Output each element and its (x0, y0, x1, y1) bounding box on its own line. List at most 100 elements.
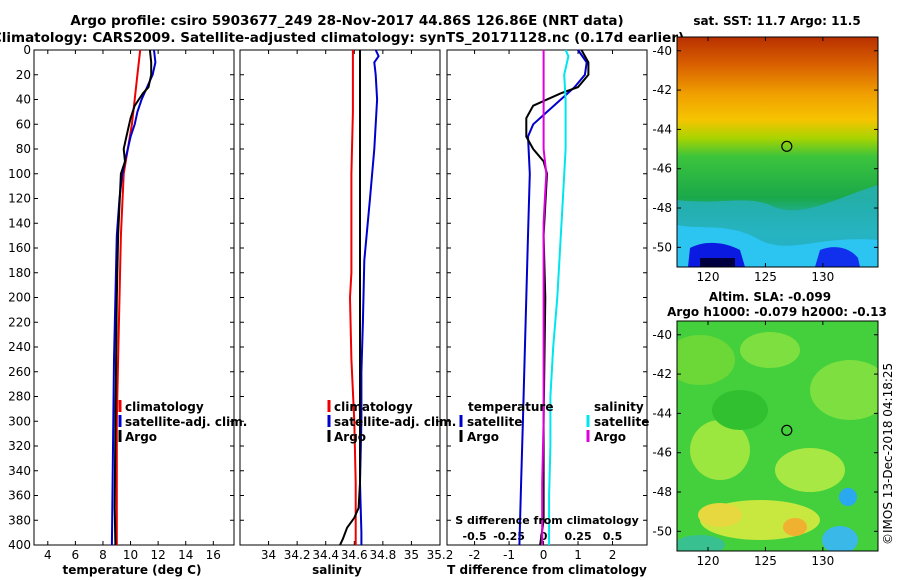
depth-tick-label: 0 (23, 43, 31, 57)
depth-tick-label: 100 (8, 167, 31, 181)
series-satellite-adj-clim- (110, 49, 157, 546)
difference-legend: temperature satellite Argo salinity sate… (459, 400, 649, 444)
argo-location-marker (781, 140, 793, 152)
x-tick-label: 6 (72, 548, 80, 562)
difference-chart: -2 -1 0 1 2 -0.5 -0.25 0 0.25 0.5 (463, 49, 623, 562)
depth-tick-label: 220 (8, 315, 31, 329)
depth-tick-label: 80 (16, 142, 31, 156)
legend-label-satellite: satellite-adj. clim. (125, 415, 247, 429)
x-tick-label: 34.4 (312, 548, 339, 562)
x-tick-label: 35.2 (427, 548, 454, 562)
legend-label-satellite: satellite-adj. clim. (334, 415, 456, 429)
x-tick-label: 10 (123, 548, 138, 562)
lon-tick-label: 130 (811, 270, 834, 284)
depth-tick-label: 280 (8, 390, 31, 404)
salinity-chart: 34 34.2 34.4 34.6 34.8 35 35.2 (261, 49, 454, 562)
s-diff-tick-label: 0.5 (603, 530, 623, 543)
legend-label-sal-satellite: satellite (594, 415, 649, 429)
s-diff-tick-label: -0.5 (463, 530, 487, 543)
title-line-1: Argo profile: csiro 5903677_249 28-Nov-2… (70, 13, 623, 29)
lon-tick-label: 125 (754, 554, 777, 568)
salinity-axis-label: salinity (312, 563, 362, 577)
s-diff-tick-label: 0.25 (564, 530, 591, 543)
series-temperature-satellite (518, 49, 588, 546)
series-argo (113, 49, 153, 546)
series-salinity-satellite (548, 49, 570, 545)
x-tick-label: -2 (469, 548, 481, 562)
x-tick-label: 2 (609, 548, 617, 562)
legend-label-argo: Argo (334, 430, 366, 444)
lat-tick-label: -50 (652, 240, 672, 254)
legend-label-sal-argo: Argo (594, 430, 626, 444)
depth-tick-label: 60 (16, 117, 31, 131)
depth-tick-label: 240 (8, 340, 31, 354)
sst-map-axes: -40 -42 -44 -46 -48 -50 120 125 130 (652, 37, 878, 284)
t-difference-axis-label: T difference from climatology (447, 563, 647, 577)
lat-tick-label: -44 (652, 406, 672, 420)
x-tick-label: 1 (574, 548, 582, 562)
legend-label-climatology: climatology (334, 400, 413, 414)
lat-tick-label: -48 (652, 201, 672, 215)
depth-tick-label: 20 (16, 68, 31, 82)
legend-title-salinity: salinity (594, 400, 644, 414)
depth-tick-label: 40 (16, 93, 31, 107)
sst-map-frame (676, 36, 879, 268)
x-tick-label: 0 (540, 548, 548, 562)
lon-tick-label: 125 (754, 270, 777, 284)
s-diff-tick-label: 0 (540, 530, 548, 543)
depth-tick-label: 160 (8, 241, 31, 255)
depth-tick-label: 260 (8, 365, 31, 379)
depth-tick-label: 140 (8, 216, 31, 230)
legend-label-temp-satellite: satellite (467, 415, 522, 429)
series-salinity-argo (541, 50, 548, 545)
x-tick-label: 34.2 (284, 548, 311, 562)
sst-map-title: sat. SST: 11.7 Argo: 11.5 (693, 14, 860, 28)
depth-tick-label: 320 (8, 439, 31, 453)
series-climatology (348, 50, 357, 545)
lat-tick-label: -42 (652, 367, 672, 381)
sst-map-image (677, 37, 878, 267)
x-tick-label: 35 (404, 548, 419, 562)
x-tick-label: 14 (178, 548, 193, 562)
legend-label-climatology: climatology (125, 400, 204, 414)
lat-tick-label: -40 (652, 44, 672, 58)
depth-axis: 0 20 40 60 80 100 120 140 160 180 200 220 240 260 280 3… (8, 43, 647, 552)
lat-tick-label: -46 (652, 162, 672, 176)
lon-tick-label: 120 (697, 554, 720, 568)
legend-label-argo: Argo (125, 430, 157, 444)
temperature-chart: 4 6 8 10 12 14 16 (44, 49, 221, 562)
imos-timestamp: ©IMOS 13-Dec-2018 04:18:25 (881, 363, 895, 545)
salinity-plot-frame (239, 49, 441, 546)
s-difference-axis-label: S difference from climatology (455, 514, 639, 527)
temperature-legend: climatology satellite-adj. clim. Argo (118, 400, 247, 444)
series-climatology (115, 49, 142, 545)
x-tick-label: 4 (44, 548, 52, 562)
title-line-2: Climatology: CARS2009. Satellite-adjuste… (0, 30, 684, 46)
argo-location-marker (781, 424, 793, 436)
lat-tick-label: -46 (652, 446, 672, 460)
series-satellite-adj-clim- (358, 49, 380, 545)
legend-title-temperature: temperature (468, 400, 553, 414)
series-argo (339, 50, 361, 546)
lat-tick-label: -40 (652, 328, 672, 342)
depth-tick-label: 300 (8, 414, 31, 428)
lat-tick-label: -48 (652, 485, 672, 499)
x-tick-label: 16 (206, 548, 221, 562)
sla-map-frame (676, 320, 879, 552)
x-tick-label: 8 (99, 548, 107, 562)
depth-tick-label: 360 (8, 489, 31, 503)
sla-map-image (677, 321, 878, 551)
difference-plot-frame (446, 49, 648, 546)
salinity-legend: climatology satellite-adj. clim. Argo (327, 400, 456, 444)
temperature-axis-label: temperature (deg C) (63, 563, 202, 577)
x-tick-label: 34.6 (341, 548, 368, 562)
lon-tick-label: 120 (697, 270, 720, 284)
lat-tick-label: -50 (652, 524, 672, 538)
sla-map-axes: -40 -42 -44 -46 -48 -50 120 125 130 (652, 321, 878, 568)
x-tick-label: 34 (261, 548, 276, 562)
lon-tick-label: 130 (811, 554, 834, 568)
lat-tick-label: -44 (652, 122, 672, 136)
x-tick-label: 34.8 (369, 548, 396, 562)
sla-map-subtitle: Argo h1000: -0.079 h2000: -0.13 (667, 305, 887, 319)
